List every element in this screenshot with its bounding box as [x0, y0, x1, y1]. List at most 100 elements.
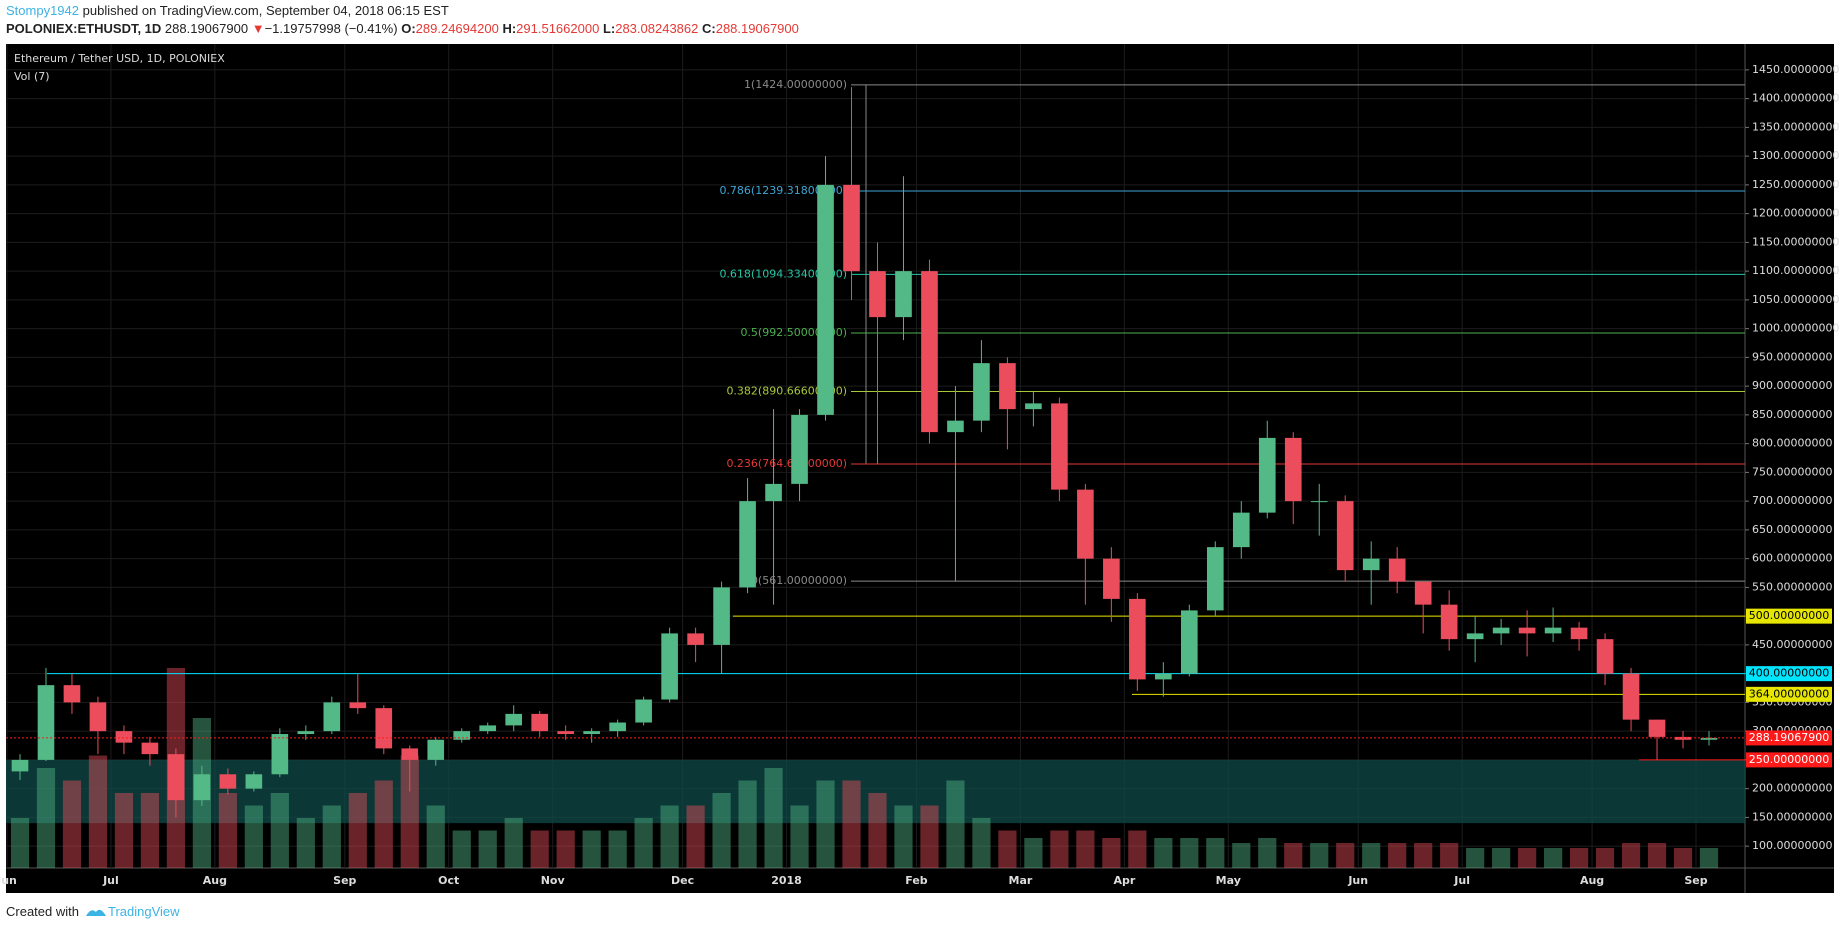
volume-bar: [452, 830, 471, 868]
candle-body: [1284, 437, 1302, 502]
publish-line: Stompy1942 published on TradingView.com,…: [6, 3, 449, 18]
candle-body: [1077, 489, 1094, 559]
candle-body: [37, 685, 55, 760]
volume-bar: [842, 780, 861, 868]
volume-label: Vol (7): [14, 70, 50, 83]
y-tick-label: 450.00000000: [1752, 638, 1832, 651]
candle-body: [245, 774, 263, 789]
volume-bar: [88, 755, 108, 868]
ohlc-key: H:: [502, 21, 517, 36]
volume-bar: [660, 805, 679, 868]
volume-bar: [374, 780, 393, 868]
candle-body: [1206, 547, 1224, 611]
candle-body: [167, 754, 185, 801]
candle-body: [141, 742, 159, 755]
candle-body: [973, 363, 990, 421]
candle-body: [765, 483, 782, 502]
x-tick-label: Sep: [333, 874, 356, 887]
candle-body: [453, 731, 471, 740]
volume-bar: [140, 793, 160, 868]
chart: 100.00000000 150.00000000 200.00000000 250.…: [0, 44, 1839, 893]
fib-label: 1(1424.00000000): [744, 78, 847, 91]
volume-bar: [1258, 838, 1277, 868]
volume-bar: [608, 830, 627, 868]
author[interactable]: Stompy1942: [6, 3, 79, 18]
volume-bar: [764, 768, 783, 868]
volume-bar: [946, 780, 965, 868]
volume-bar: [1699, 848, 1719, 868]
volume-bar: [1180, 838, 1199, 868]
candle-body: [271, 734, 289, 775]
volume-bar: [738, 780, 757, 868]
candle-body: [999, 363, 1016, 410]
volume-bar: [920, 805, 939, 868]
candle-body: [947, 420, 964, 433]
y-tick-label: 200.00000000: [1752, 782, 1832, 795]
candle-body: [63, 685, 81, 703]
y-tick-label: 900.00000000: [1752, 379, 1832, 392]
volume-bar: [1024, 838, 1043, 868]
candle-body: [609, 722, 626, 732]
volume-bar: [998, 830, 1017, 868]
candle-body: [895, 271, 912, 318]
candle-body: [557, 731, 574, 735]
volume-bar: [36, 768, 56, 868]
candle-body: [791, 414, 808, 484]
x-tick-label: Jul: [102, 874, 119, 887]
volume-bar: [426, 805, 445, 868]
candle-body: [479, 725, 497, 732]
volume-bar: [10, 818, 30, 868]
candle-body: [1388, 558, 1406, 582]
x-tick-label: Apr: [1113, 874, 1135, 887]
volume-bar: [322, 805, 341, 868]
volume-bar: [1310, 843, 1329, 868]
ohlc-value: 289.24694200: [415, 21, 499, 36]
volume-bar: [1154, 838, 1173, 868]
footer: Created with TradingView: [6, 904, 180, 919]
candle-body: [817, 184, 834, 415]
volume-bar: [348, 793, 367, 868]
volume-bar: [1673, 848, 1693, 868]
candle-body: [193, 774, 211, 801]
volume-bar: [1621, 843, 1641, 868]
fib-label: 0.618(1094.33400000): [719, 267, 847, 280]
y-tick-label: 1250.00000000: [1752, 178, 1839, 191]
level-label-box: [1746, 666, 1832, 682]
chart-background: [6, 44, 1834, 893]
volume-bar: [1569, 848, 1589, 868]
volume-bar: [478, 830, 497, 868]
level-label-box: [1746, 686, 1832, 702]
chart-title: Ethereum / Tether USD, 1D, POLONIEX: [14, 52, 225, 65]
candle-body: [1544, 627, 1562, 634]
arrow: ▼: [251, 21, 265, 36]
y-tick-label: 1150.00000000: [1752, 235, 1839, 248]
ohlc-value: 288.19067900: [715, 21, 799, 36]
y-tick-label: 1350.00000000: [1752, 120, 1839, 133]
volume-bar: [1128, 830, 1147, 868]
fib-label: 0.382(890.66600000): [726, 385, 847, 398]
volume-bar: [556, 830, 575, 868]
candle-body: [1492, 627, 1510, 634]
candle-body: [531, 713, 549, 732]
y-tick-label: 950.00000000: [1752, 350, 1832, 363]
candle-body: [1518, 627, 1536, 634]
fib-label: 0(561.00000000): [751, 574, 847, 587]
level-label: 288.19067900: [1749, 731, 1829, 744]
candle-body: [1025, 403, 1042, 410]
x-tick-label: Jul: [1453, 874, 1470, 887]
level-label: 364.00000000: [1749, 687, 1829, 700]
brand[interactable]: TradingView: [108, 904, 180, 919]
volume-bar: [218, 793, 237, 868]
x-tick-label: Feb: [905, 874, 928, 887]
level-label-box: [1746, 752, 1832, 768]
y-tick-label: 650.00000000: [1752, 523, 1832, 536]
candle-body: [1596, 639, 1614, 674]
x-tick-label: Dec: [671, 874, 694, 887]
candle-body: [635, 699, 652, 723]
volume-bar: [1518, 848, 1537, 868]
x-tick-label: Mar: [1009, 874, 1033, 887]
candle-body: [1232, 512, 1250, 548]
volume-bar: [114, 793, 134, 868]
volume-bar: [790, 805, 809, 868]
